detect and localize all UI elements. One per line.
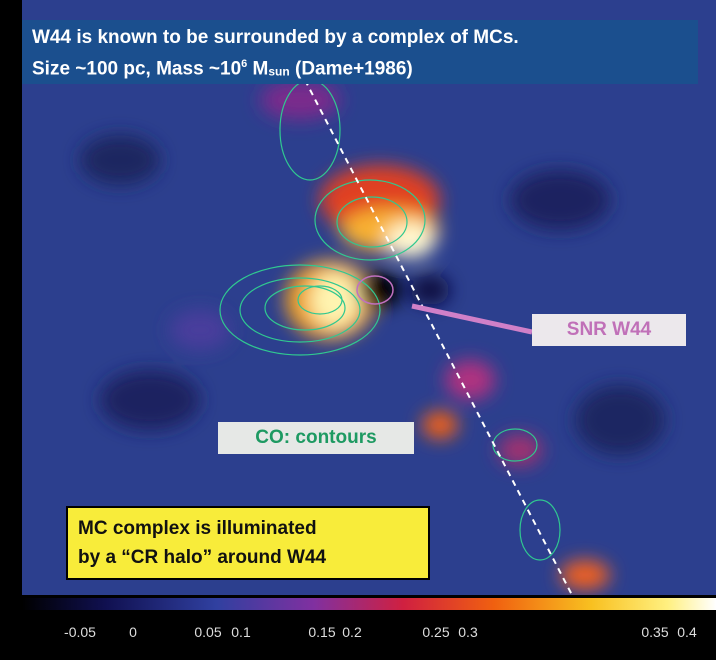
colorbar-tick-label: 0.4: [677, 624, 696, 640]
slide: W44 is known to be surrounded by a compl…: [0, 0, 716, 660]
snr-label: SNR W44: [532, 314, 686, 346]
colorbar-tick-label: 0.05: [194, 624, 221, 640]
colorbar-tick-label: -0.05: [64, 624, 96, 640]
colorbar-tick-label: 0.2: [342, 624, 361, 640]
colorbar: [22, 598, 716, 610]
co-label: CO: contours: [218, 422, 414, 454]
colorbar-tick-label: 0.3: [458, 624, 477, 640]
subscript: sun: [268, 64, 289, 78]
colorbar-tick-label: 0.1: [231, 624, 250, 640]
colorbar-tick-label: 0.15: [308, 624, 335, 640]
colorbar-tick-label: 0.25: [422, 624, 449, 640]
text: (Dame+1986): [290, 58, 413, 79]
header-line: W44 is known to be surrounded by a compl…: [32, 24, 688, 51]
header-line: Size ~100 pc, Mass ~106 Msun (Dame+1986): [32, 51, 688, 85]
note-line: MC complex is illuminated: [78, 514, 418, 543]
text: Size ~100 pc, Mass ~10: [32, 58, 241, 79]
colorbar-tick-label: 0.35: [641, 624, 668, 640]
colorbar-tick-label: 0: [129, 624, 137, 640]
text: M: [247, 58, 268, 79]
header: W44 is known to be surrounded by a compl…: [22, 20, 698, 84]
note-line: by a “CR halo” around W44: [78, 543, 418, 572]
